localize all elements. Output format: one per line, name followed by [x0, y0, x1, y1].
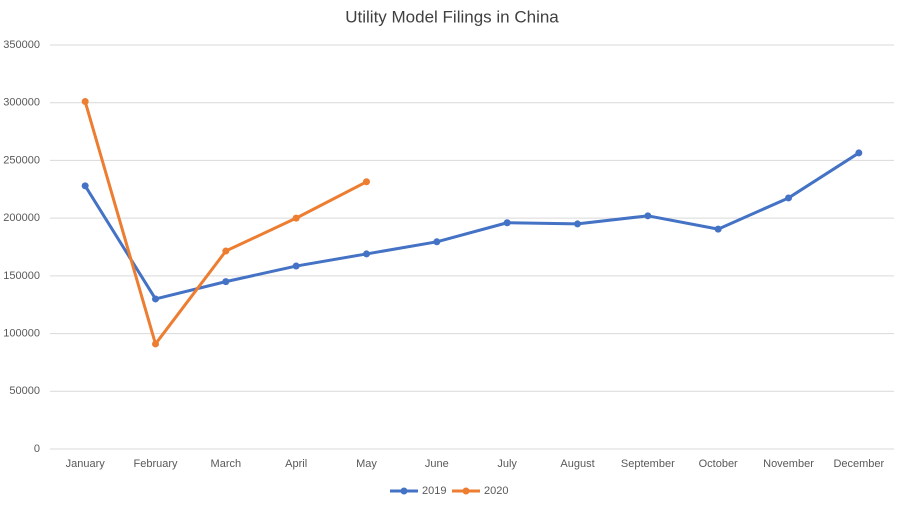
legend-marker — [462, 487, 470, 495]
x-tick-label: November — [763, 458, 814, 470]
y-tick-label: 300000 — [3, 97, 40, 109]
x-tick-label: April — [285, 458, 307, 470]
data-point — [433, 238, 441, 246]
x-tick-label: September — [621, 458, 675, 470]
y-tick-label: 250000 — [3, 154, 40, 166]
y-tick-label: 200000 — [3, 212, 40, 224]
data-point — [292, 262, 300, 270]
y-tick-label: 50000 — [9, 385, 40, 397]
series-line — [83, 151, 860, 301]
data-point — [363, 250, 370, 258]
chart-title: Utility Model Filings in China — [345, 7, 559, 26]
y-tick-label: 150000 — [3, 270, 40, 282]
x-tick-label: December — [833, 458, 884, 470]
data-point — [363, 178, 370, 186]
data-point — [292, 214, 300, 222]
x-tick-label: March — [211, 458, 242, 470]
x-tick-label: June — [425, 458, 449, 470]
data-point — [222, 247, 230, 255]
x-tick-label: February — [133, 458, 178, 470]
data-point — [81, 182, 89, 190]
data-point — [152, 295, 159, 303]
data-point — [503, 219, 511, 227]
x-tick-label: July — [497, 458, 517, 470]
x-tick-label: August — [560, 458, 594, 470]
data-point — [222, 278, 230, 286]
x-tick-label: October — [699, 458, 738, 470]
data-point — [855, 149, 863, 157]
legend-marker — [400, 487, 408, 495]
legend-label: 2019 — [422, 485, 446, 497]
data-point — [574, 220, 581, 228]
data-point — [714, 225, 722, 233]
y-tick-label: 0 — [34, 443, 40, 455]
data-point — [644, 212, 652, 220]
data-point — [152, 340, 159, 348]
data-point — [81, 98, 89, 106]
data-point — [785, 194, 792, 202]
x-tick-label: January — [66, 458, 106, 470]
y-tick-label: 350000 — [3, 39, 40, 51]
x-tick-label: May — [356, 458, 377, 470]
legend-label: 2020 — [484, 485, 508, 497]
y-tick-label: 100000 — [3, 327, 40, 339]
